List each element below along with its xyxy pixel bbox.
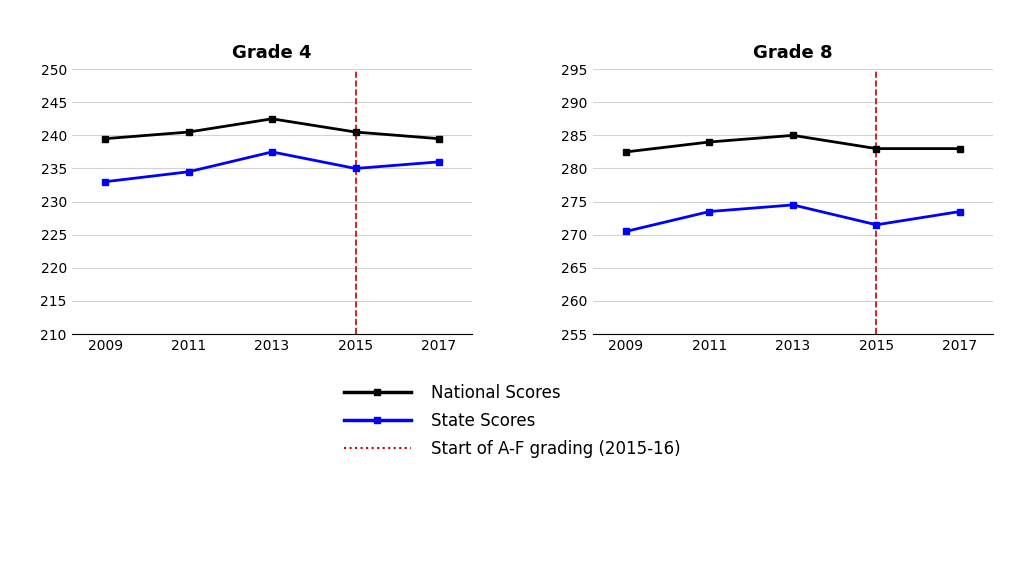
Legend: National Scores, State Scores, Start of A-F grading (2015-16): National Scores, State Scores, Start of …	[337, 377, 687, 464]
Title: Grade 4: Grade 4	[232, 44, 311, 62]
Title: Grade 8: Grade 8	[753, 44, 833, 62]
